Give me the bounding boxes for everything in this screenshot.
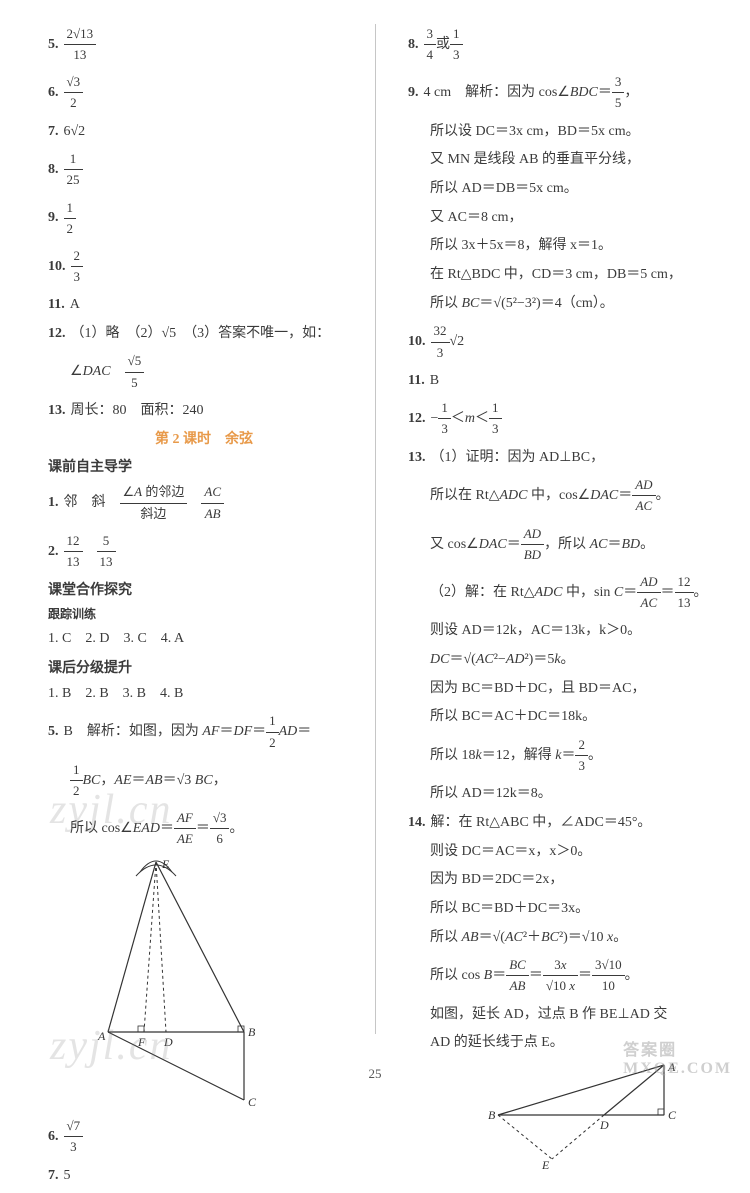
r-13j: 所以 AD＝12k＝8。 <box>430 783 720 805</box>
answer-5: 5.2√1313 <box>48 24 360 65</box>
r-14: 14.解：在 Rt△ABC 中，∠ADC＝45°。 <box>408 812 720 834</box>
r-14c: 因为 BD＝2DC＝2x， <box>430 869 720 891</box>
heading-prestudy: 课前自主导学 <box>48 456 360 476</box>
r-13d: （2）解：在 Rt△ADC 中，sin C＝ADAC＝1213。 <box>430 572 720 613</box>
r-14f: 所以 cos B＝BCAB＝3x√10 x＝3√1010。 <box>430 955 720 996</box>
r-8: 8.34或13 <box>408 24 720 65</box>
r-13e: 则设 AD＝12k，AC＝13k，k＞0。 <box>430 620 720 642</box>
r-14e: 所以 AB＝√(AC²＋BC²)＝√10 x。 <box>430 927 720 949</box>
answer-12: 12.（1）略 （2）√5 （3）答案不唯一，如： <box>48 323 360 345</box>
r-9e: 又 AC＝8 cm， <box>430 207 720 229</box>
svg-text:E: E <box>161 857 170 871</box>
svg-text:B: B <box>488 1108 496 1122</box>
r-9: 9.4 cm 解析：因为 cos∠BDC＝35， <box>408 72 720 113</box>
corner-stamp: 答案圈MXQE.COM <box>623 1036 732 1078</box>
svg-text:D: D <box>599 1118 609 1132</box>
post-5: 5.B 解析：如图，因为 AF＝DF＝12AD＝ <box>48 711 360 752</box>
right-column: 8.34或13 9.4 cm 解析：因为 cos∠BDC＝35， 所以设 DC＝… <box>384 24 720 1193</box>
post-5b: 12BC，AE＝AB＝√3 BC， <box>70 760 360 801</box>
answer-8: 8.125 <box>48 149 360 190</box>
answer-7b: 7.5 <box>48 1165 360 1187</box>
post-5c: 所以 cos∠EAD＝AFAE＝√36。 <box>70 808 360 849</box>
r-9b: 所以设 DC＝3x cm，BD＝5x cm。 <box>430 121 720 143</box>
heading-post: 课后分级提升 <box>48 657 360 677</box>
answer-6b: 6.√73 <box>48 1116 360 1157</box>
svg-text:D: D <box>163 1035 173 1049</box>
r-14b: 则设 DC＝AC＝x，x＞0。 <box>430 841 720 863</box>
post-1: 1. B 2. B 3. B 4. B <box>48 683 360 705</box>
r-13i: 所以 18k＝12，解得 k＝23。 <box>430 735 720 776</box>
r-13b: 所以在 Rt△ADC 中，cos∠DAC＝ADAC。 <box>430 475 720 516</box>
svg-text:C: C <box>668 1108 677 1122</box>
svg-text:E: E <box>541 1158 550 1171</box>
r-9c: 又 MN 是线段 AB 的垂直平分线， <box>430 149 720 171</box>
r-13c: 又 cos∠DAC＝ADBD，所以 AC＝BD。 <box>430 524 720 565</box>
svg-text:B: B <box>248 1025 256 1039</box>
r-10: 10.323√2 <box>408 321 720 362</box>
svg-text:F: F <box>137 1035 146 1049</box>
figure-1: A F D B E C <box>88 856 288 1116</box>
r-13: 13.（1）证明：因为 AD⊥BC， <box>408 447 720 469</box>
r-14d: 所以 BC＝BD＋DC＝3x。 <box>430 898 720 920</box>
r-13g: 因为 BC＝BD＋DC，且 BD＝AC， <box>430 678 720 700</box>
r-9d: 所以 AD＝DB＝5x cm。 <box>430 178 720 200</box>
section-title: 第 2 课时 余弦 <box>48 428 360 448</box>
answer-9: 9.12 <box>48 198 360 239</box>
r-13f: DC＝√(AC²−AD²)＝5k。 <box>430 649 720 671</box>
r-12: 12.−13＜m＜13 <box>408 398 720 439</box>
r-9g: 在 Rt△BDC 中，CD＝3 cm，DB＝5 cm， <box>430 264 720 286</box>
r-9f: 所以 3x＋5x＝8，解得 x＝1。 <box>430 235 720 257</box>
svg-text:A: A <box>97 1029 106 1043</box>
heading-coop: 课堂合作探究 <box>48 579 360 599</box>
left-column: 5.2√1313 6.√32 7.6√2 8.125 9.12 10.23 11… <box>48 24 384 1193</box>
track-1: 1. C 2. D 3. C 4. A <box>48 628 360 650</box>
answer-6: 6.√32 <box>48 72 360 113</box>
pre-1: 1.邻 斜 ∠A 的邻边斜边 ACAB <box>48 482 360 523</box>
answer-10: 10.23 <box>48 246 360 287</box>
svg-text:C: C <box>248 1095 257 1109</box>
r-9h: 所以 BC＝√(5²−3²)＝4（cm）。 <box>430 293 720 315</box>
page-number: 25 <box>369 1066 382 1082</box>
answer-12-sub: ∠DAC √55 <box>70 351 360 392</box>
pre-2: 2.1213 513 <box>48 531 360 572</box>
answer-7: 7.6√2 <box>48 121 360 143</box>
answer-11: 11.A <box>48 294 360 316</box>
heading-track: 跟踪训练 <box>48 605 360 622</box>
answer-13: 13.周长：80 面积：240 <box>48 400 360 422</box>
r-11: 11.B <box>408 370 720 392</box>
r-14g: 如图，延长 AD，过点 B 作 BE⊥AD 交 <box>430 1004 720 1026</box>
r-13h: 所以 BC＝AC＋DC＝18k。 <box>430 706 720 728</box>
page-root: 5.2√1313 6.√32 7.6√2 8.125 9.12 10.23 11… <box>0 0 750 1193</box>
